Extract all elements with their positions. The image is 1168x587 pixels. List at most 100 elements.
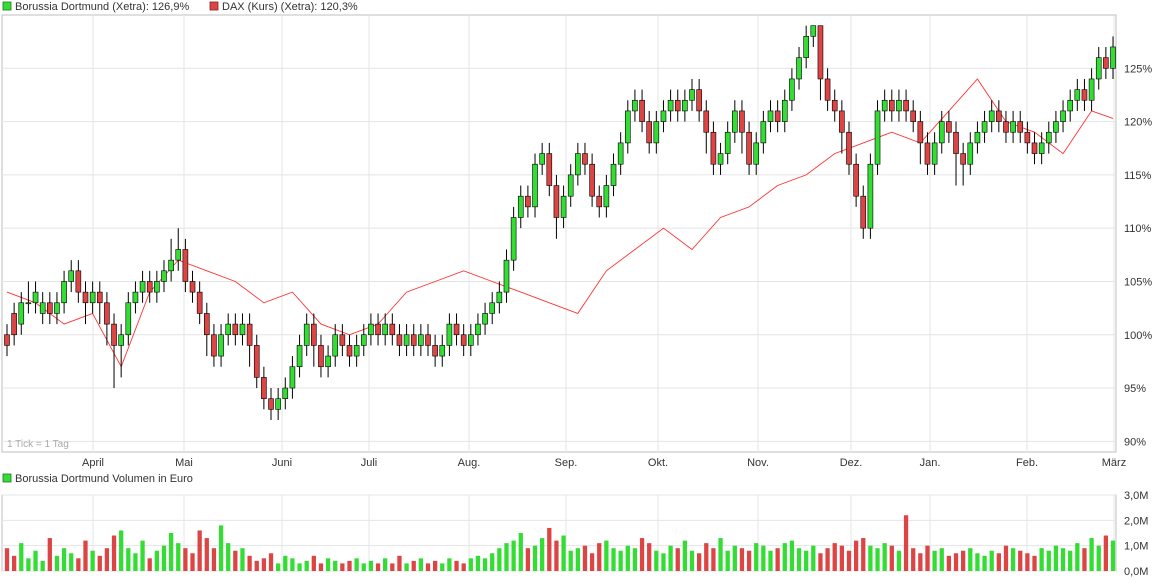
volume-bar <box>911 548 916 571</box>
candle <box>917 110 924 165</box>
legend-swatch-bvb <box>2 1 12 11</box>
volume-bar <box>518 533 523 571</box>
month-x-tick-label: Sep. <box>555 457 578 469</box>
candle <box>418 324 424 357</box>
volume-bar <box>804 550 809 571</box>
candle-body <box>582 153 588 165</box>
candle-body <box>1067 99 1073 112</box>
candle <box>61 270 67 314</box>
candle-body <box>468 334 474 346</box>
candle-body <box>617 142 624 165</box>
candle <box>767 100 774 133</box>
price-y-tick-label: 95% <box>1124 383 1146 395</box>
volume-bar <box>953 553 959 571</box>
price-y-tick-label: 110% <box>1124 223 1152 235</box>
candle-body <box>653 121 660 144</box>
candle <box>746 121 752 175</box>
candle-body <box>1031 142 1038 154</box>
volume-bar <box>233 550 238 571</box>
candle <box>1074 78 1081 111</box>
candle-body <box>624 110 631 144</box>
candle <box>396 324 403 357</box>
candle <box>667 89 674 122</box>
candle <box>261 366 267 410</box>
candle <box>196 281 203 325</box>
candle-body <box>39 302 46 314</box>
candle-body <box>246 323 253 346</box>
candle <box>560 185 567 229</box>
volume-bar <box>975 553 980 571</box>
volume-bar <box>197 530 202 571</box>
candle-body <box>717 153 724 165</box>
candle <box>410 324 417 357</box>
volume-bar <box>404 563 409 571</box>
candle <box>546 142 553 197</box>
legend-swatch-dax <box>209 1 219 11</box>
volume-bar <box>818 553 823 571</box>
candle <box>182 238 189 293</box>
month-x-tick-label: Jan. <box>920 457 941 469</box>
candle-body <box>410 334 417 346</box>
candle <box>1038 132 1045 165</box>
candle-body <box>104 302 110 325</box>
volume-bar <box>932 550 937 571</box>
candle-body <box>896 99 902 112</box>
volume-bar <box>126 548 131 571</box>
candle-body <box>874 110 881 165</box>
candle <box>1088 68 1095 111</box>
candle-body <box>639 99 645 122</box>
candle <box>132 281 139 314</box>
volume-bar <box>504 543 509 571</box>
candle-body <box>831 99 838 112</box>
volume-bar <box>1082 548 1087 571</box>
volume-bar <box>946 555 952 571</box>
candle <box>853 153 859 207</box>
candle <box>589 153 595 207</box>
candle-body <box>1010 121 1016 133</box>
price-y-axis: 90% 95% 100% 105% 110% 115% 120% 125% <box>1124 63 1152 448</box>
candle <box>846 121 852 175</box>
candle <box>1010 110 1016 143</box>
candle <box>125 292 132 346</box>
candle-body <box>353 345 360 357</box>
candle-body <box>253 345 260 378</box>
candle-body <box>182 249 189 282</box>
candle <box>582 142 588 175</box>
volume-bar <box>989 550 994 571</box>
candle <box>732 100 738 143</box>
candle <box>296 334 303 378</box>
volume-bar <box>290 558 295 571</box>
candle-body <box>96 291 103 304</box>
price-y-tick-label: 90% <box>1124 436 1146 448</box>
candle-body <box>903 99 909 112</box>
volume-bar <box>754 543 759 571</box>
candle <box>325 345 331 378</box>
volume-bar <box>368 560 374 571</box>
candle-body <box>689 89 695 101</box>
candle <box>1110 36 1116 79</box>
candle <box>311 313 317 367</box>
volume-bar <box>832 543 837 571</box>
volume-bar <box>226 543 231 571</box>
volume-bar <box>176 543 181 571</box>
candle-body <box>346 345 353 357</box>
candle-body <box>575 153 581 176</box>
volume-bar <box>746 550 752 571</box>
candle-body <box>988 110 995 122</box>
candle <box>774 100 781 133</box>
candle <box>18 292 25 335</box>
candle-body <box>203 313 210 336</box>
candle-body <box>803 36 809 58</box>
volume-bar <box>83 540 88 571</box>
candle <box>639 89 645 133</box>
candle-body <box>396 334 403 346</box>
candle <box>32 281 39 314</box>
candle-body <box>489 302 496 314</box>
candle <box>332 324 339 367</box>
volume-bar <box>204 538 209 571</box>
candle-body <box>1017 121 1024 133</box>
candle-body <box>453 323 460 336</box>
volume-bar <box>882 543 887 571</box>
candle <box>817 25 824 101</box>
candle-body <box>946 121 952 133</box>
